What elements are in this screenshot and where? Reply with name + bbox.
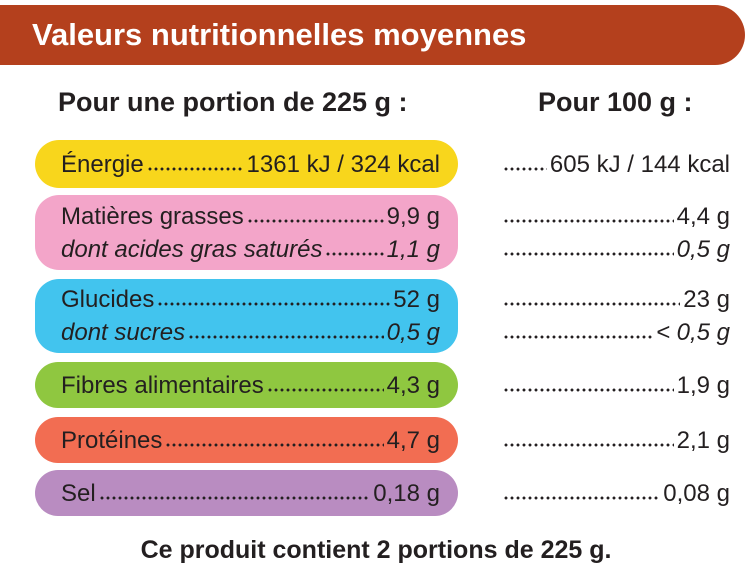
nutrient-row: Énergie 1361 kJ / 324 kcal — [35, 140, 458, 188]
portion-value: 4,3 g — [386, 371, 440, 399]
dot-leader — [503, 299, 681, 307]
per-100g-group: 4,4 g 0,5 g — [500, 195, 730, 270]
per-100g-line: 1,9 g — [500, 369, 730, 402]
column-header: Pour une portion de 225 g : — [58, 87, 408, 117]
dot-leader — [246, 215, 384, 224]
nutrient-line: dont acides gras saturés 1,1 g — [61, 233, 440, 266]
per-100g-group: 1,9 g — [500, 362, 730, 408]
dot-leader — [325, 248, 384, 257]
nutrient-label: Sel — [61, 479, 96, 507]
title: Valeurs nutritionnelles moyennes — [0, 5, 745, 65]
footer: Ce produit contient 2 portions de 225 g. — [140, 536, 612, 564]
nutrient-label: dont sucres — [61, 319, 186, 346]
dot-leader — [266, 384, 384, 393]
portion-value: 4,7 g — [386, 426, 440, 454]
nutrient-line: Protéines 4,7 g — [61, 424, 440, 457]
nutrient-row: Glucides 52 g dont sucres 0,5 g — [35, 279, 458, 353]
column-header: Pour 100 g : — [538, 87, 693, 117]
nutrient-line: Sel 0,18 g — [61, 477, 440, 510]
per-100g-line: 4,4 g — [500, 200, 730, 233]
nutrient-label: dont acides gras saturés — [61, 235, 323, 263]
dot-leader — [503, 215, 674, 224]
nutrient-row: Protéines 4,7 g — [35, 417, 458, 463]
per-100g-group: 605 kJ / 144 kcal — [500, 140, 730, 188]
nutrient-line: Énergie 1361 kJ / 324 kcal — [61, 148, 440, 181]
per-100g-value: 1,9 g — [676, 371, 730, 399]
portion-value: 52 g — [393, 286, 440, 313]
portion-value: 1361 kJ / 324 kcal — [246, 150, 440, 178]
nutrient-label: Protéines — [61, 426, 163, 454]
per-100g-value: 4,4 g — [676, 202, 730, 230]
per-100g-value: 23 g — [683, 286, 730, 313]
dot-leader — [503, 439, 674, 448]
per-100g-value: 2,1 g — [676, 426, 730, 454]
per-100g-value: 0,5 g — [676, 235, 730, 263]
nutrient-label: Énergie — [61, 150, 144, 178]
per-100g-value: 605 kJ / 144 kcal — [549, 150, 730, 178]
per-100g-group: 23 g < 0,5 g — [500, 279, 730, 353]
nutrient-line: Glucides 52 g — [61, 283, 440, 316]
per-100g-line: 0,5 g — [500, 233, 730, 266]
portion-value: 0,18 g — [373, 479, 440, 507]
dot-leader — [165, 439, 384, 448]
dot-leader — [503, 163, 547, 172]
portion-value: 0,5 g — [386, 319, 440, 346]
dot-leader — [146, 163, 244, 172]
nutrient-line: dont sucres 0,5 g — [61, 316, 440, 349]
per-100g-line: 605 kJ / 144 kcal — [500, 148, 730, 181]
nutrient-label: Matières grasses — [61, 202, 244, 230]
nutrient-row: Matières grasses 9,9 g dont acides gras sa… — [35, 195, 458, 270]
per-100g-line: < 0,5 g — [500, 316, 730, 349]
dot-leader — [157, 299, 391, 307]
nutrient-row: Fibres alimentaires 4,3 g — [35, 362, 458, 408]
dot-leader — [503, 332, 653, 340]
per-100g-line: 23 g — [500, 283, 730, 316]
nutrient-line: Fibres alimentaires 4,3 g — [61, 369, 440, 402]
per-100g-value: < 0,5 g — [655, 319, 730, 346]
nutrient-line: Matières grasses 9,9 g — [61, 200, 440, 233]
per-100g-group: 0,08 g — [500, 470, 730, 516]
dot-leader — [188, 332, 384, 340]
per-100g-line: 0,08 g — [500, 477, 730, 510]
dot-leader — [503, 248, 674, 257]
dot-leader — [503, 492, 661, 501]
nutrient-label: Glucides — [61, 286, 155, 313]
dot-leader — [503, 384, 674, 393]
portion-value: 9,9 g — [386, 202, 440, 230]
portion-value: 1,1 g — [386, 235, 440, 263]
nutrient-label: Fibres alimentaires — [61, 371, 264, 399]
dot-leader — [98, 492, 371, 501]
per-100g-group: 2,1 g — [500, 417, 730, 463]
per-100g-line: 2,1 g — [500, 424, 730, 457]
per-100g-value: 0,08 g — [663, 479, 730, 507]
nutrient-row: Sel 0,18 g — [35, 470, 458, 516]
